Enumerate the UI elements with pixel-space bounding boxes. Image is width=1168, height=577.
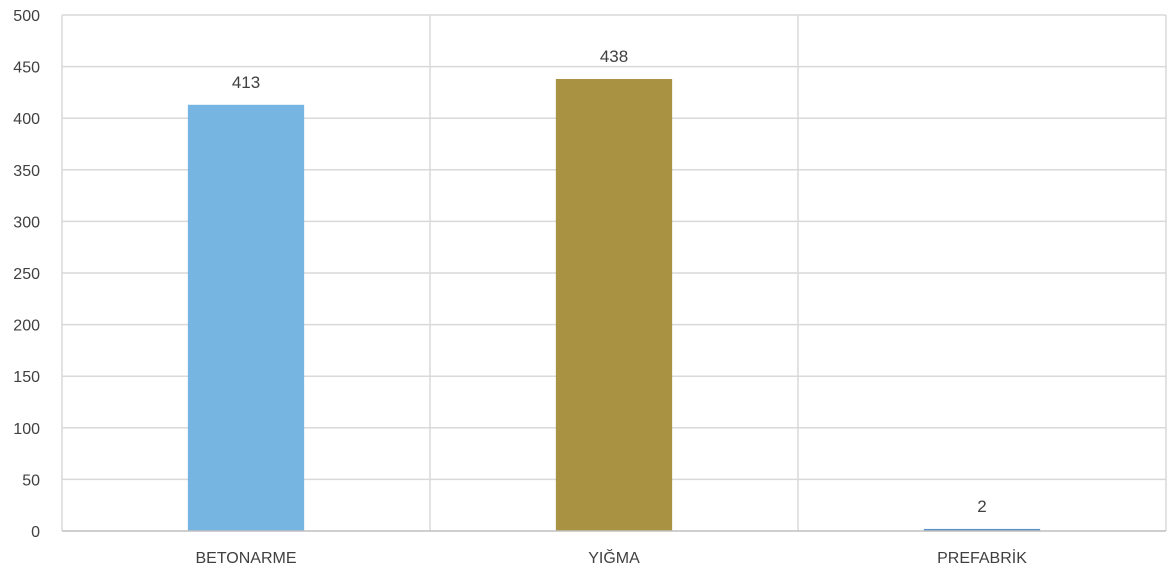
bar-betonarme — [187, 104, 305, 531]
x-category-label: PREFABRİK — [937, 548, 1027, 567]
data-label: 413 — [232, 73, 260, 92]
x-category-label: YIĞMA — [588, 548, 640, 567]
labels: 0 50 100 150 200 250 300 350 400 450 500 413 BETONAR… — [13, 8, 1027, 567]
bars — [187, 78, 1041, 531]
y-tick-label: 50 — [22, 472, 40, 489]
y-tick-label: 450 — [13, 60, 40, 77]
y-tick-label: 350 — [13, 163, 40, 180]
data-label: 2 — [977, 497, 986, 516]
y-tick-label: 300 — [13, 214, 40, 231]
y-tick-label: 100 — [13, 421, 40, 438]
bar-yi-ma — [555, 78, 673, 531]
y-tick-label: 250 — [13, 266, 40, 283]
y-tick-label: 150 — [13, 369, 40, 386]
y-tick-label: 200 — [13, 318, 40, 335]
y-tick-label: 0 — [31, 524, 40, 541]
x-category-label: BETONARME — [195, 550, 296, 567]
data-label: 438 — [600, 47, 628, 66]
y-tick-label: 500 — [13, 8, 40, 25]
bar-prefabri-k — [923, 528, 1041, 531]
y-tick-label: 400 — [13, 111, 40, 128]
